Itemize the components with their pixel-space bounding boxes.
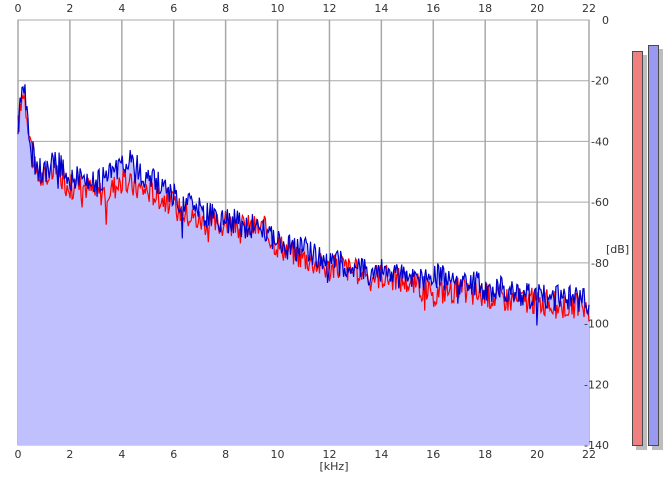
x-tick-label-top: 22 — [582, 2, 596, 15]
y-tick-label: -120 — [584, 378, 609, 391]
x-tick-label-top: 4 — [118, 2, 125, 15]
y-tick-label: 0 — [602, 14, 609, 27]
x-tick-label-top: 8 — [222, 2, 229, 15]
x-tick-label-bottom: 8 — [222, 448, 229, 461]
x-tick-label-top: 10 — [271, 2, 285, 15]
y-tick-label: -60 — [591, 196, 609, 209]
series-line-blue — [17, 84, 590, 326]
x-tick-label-bottom: 12 — [322, 448, 336, 461]
level-meter-right — [648, 45, 659, 446]
x-tick-label-top: 0 — [15, 2, 22, 15]
x-tick-label-top: 14 — [374, 2, 388, 15]
x-tick-label-top: 20 — [530, 2, 544, 15]
tick-labels: 002244668810101212141416161818202022220-… — [15, 2, 610, 461]
x-tick-label-bottom: 2 — [66, 448, 73, 461]
x-tick-label-bottom: 16 — [426, 448, 440, 461]
x-axis-label: [kHz] — [320, 460, 349, 473]
y-tick-label: -80 — [591, 257, 609, 270]
x-tick-label-top: 18 — [478, 2, 492, 15]
x-tick-label-bottom: 6 — [170, 448, 177, 461]
spectrum-area-fill — [18, 84, 589, 446]
x-tick-label-bottom: 10 — [271, 448, 285, 461]
y-tick-label: -140 — [584, 439, 609, 452]
x-tick-label-top: 6 — [170, 2, 177, 15]
x-tick-label-bottom: 14 — [374, 448, 388, 461]
x-tick-label-top: 2 — [66, 2, 73, 15]
y-axis-label: [dB] — [606, 243, 629, 256]
y-tick-label: -100 — [584, 318, 609, 331]
x-tick-label-bottom: 22 — [582, 448, 596, 461]
y-tick-label: -20 — [591, 75, 609, 88]
y-tick-label: -40 — [591, 135, 609, 148]
x-tick-label-top: 12 — [322, 2, 336, 15]
x-tick-label-bottom: 4 — [118, 448, 125, 461]
x-tick-label-bottom: 18 — [478, 448, 492, 461]
x-tick-label-bottom: 0 — [15, 448, 22, 461]
x-tick-label-bottom: 20 — [530, 448, 544, 461]
x-tick-label-top: 16 — [426, 2, 440, 15]
level-meter-left — [632, 51, 643, 446]
